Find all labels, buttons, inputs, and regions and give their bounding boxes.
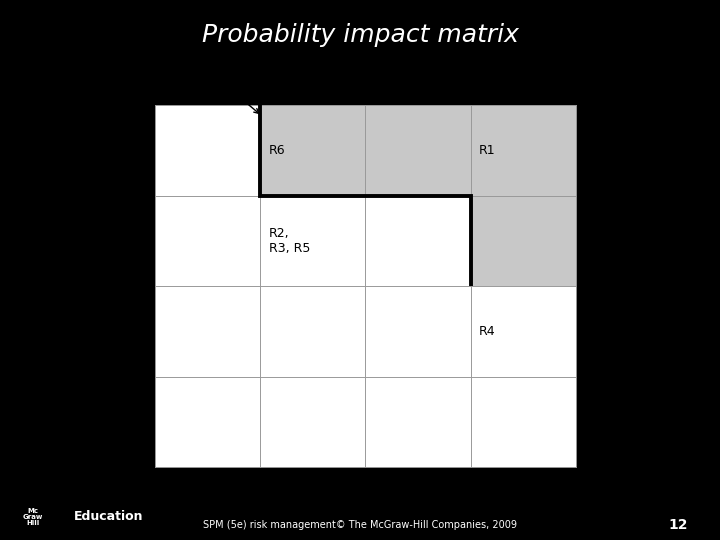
- Bar: [471, 195, 576, 286]
- Text: R4: R4: [479, 325, 496, 338]
- X-axis label: Probability: Probability: [330, 492, 401, 505]
- Bar: [260, 105, 366, 195]
- Text: SPM (5e) risk management© The McGraw-Hill Companies, 2009: SPM (5e) risk management© The McGraw-Hil…: [203, 520, 517, 530]
- Text: Mc
Graw
Hill: Mc Graw Hill: [22, 508, 43, 526]
- Text: R2,
R3, R5: R2, R3, R5: [269, 227, 310, 255]
- Text: Probability impact matrix: Probability impact matrix: [202, 23, 518, 47]
- Text: Tolerance line: Tolerance line: [171, 67, 259, 113]
- Text: 12: 12: [668, 518, 688, 532]
- Text: Education: Education: [73, 510, 143, 523]
- Bar: [365, 105, 471, 195]
- Text: R1: R1: [479, 144, 496, 157]
- Bar: [471, 105, 576, 195]
- Text: R6: R6: [269, 144, 285, 157]
- Y-axis label: Impact: Impact: [32, 264, 45, 309]
